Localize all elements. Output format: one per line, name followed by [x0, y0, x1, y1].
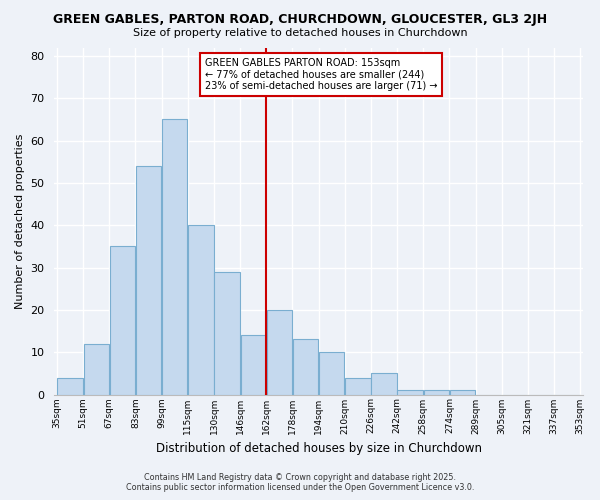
Bar	[450, 390, 475, 394]
Bar	[266, 310, 292, 394]
Y-axis label: Number of detached properties: Number of detached properties	[15, 134, 25, 308]
Bar	[424, 390, 449, 394]
Text: Size of property relative to detached houses in Churchdown: Size of property relative to detached ho…	[133, 28, 467, 38]
Bar	[345, 378, 371, 394]
Text: GREEN GABLES PARTON ROAD: 153sqm
← 77% of detached houses are smaller (244)
23% : GREEN GABLES PARTON ROAD: 153sqm ← 77% o…	[205, 58, 437, 91]
Bar	[83, 344, 109, 394]
Bar	[110, 246, 135, 394]
Bar	[214, 272, 240, 394]
Bar	[319, 352, 344, 395]
Bar	[293, 340, 318, 394]
Bar	[162, 120, 187, 394]
Bar	[371, 374, 397, 394]
Bar	[58, 378, 83, 394]
Bar	[241, 336, 266, 394]
Bar	[136, 166, 161, 394]
Bar	[188, 225, 214, 394]
Bar	[397, 390, 423, 394]
Text: Contains HM Land Registry data © Crown copyright and database right 2025.
Contai: Contains HM Land Registry data © Crown c…	[126, 473, 474, 492]
Text: GREEN GABLES, PARTON ROAD, CHURCHDOWN, GLOUCESTER, GL3 2JH: GREEN GABLES, PARTON ROAD, CHURCHDOWN, G…	[53, 12, 547, 26]
X-axis label: Distribution of detached houses by size in Churchdown: Distribution of detached houses by size …	[155, 442, 482, 455]
